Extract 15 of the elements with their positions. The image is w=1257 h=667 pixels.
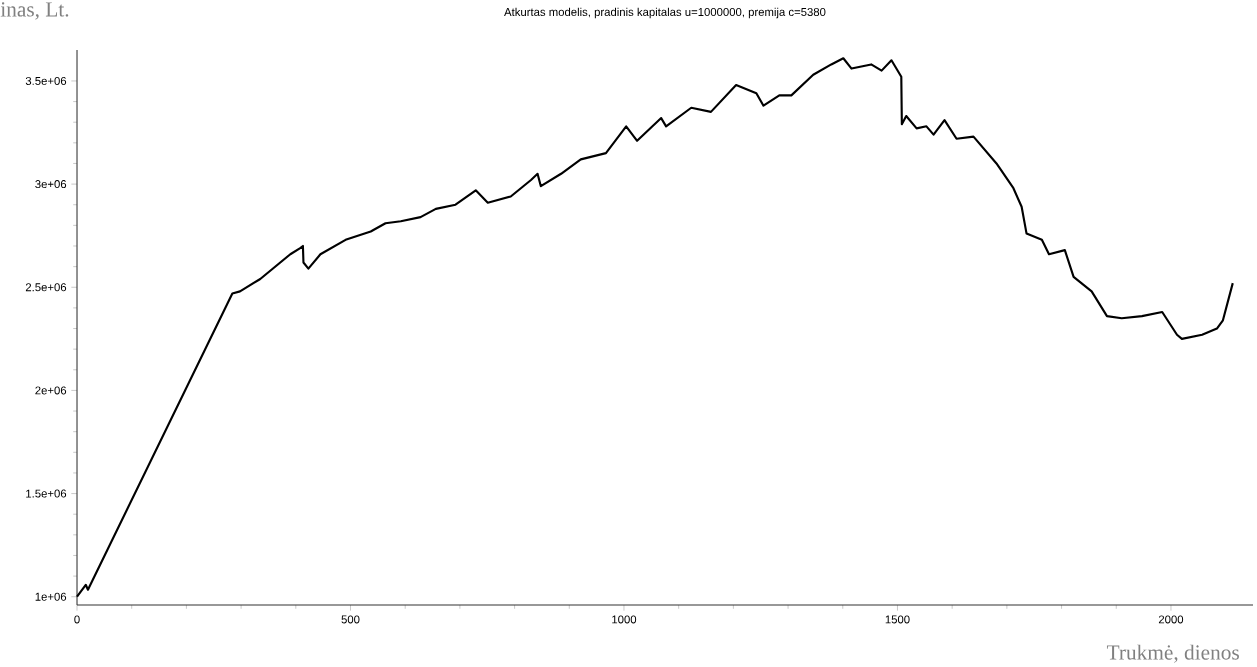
line-series (75, 57, 1234, 598)
x-tick-label: 500 (341, 615, 360, 624)
x-tick-label: 2000 (1158, 615, 1184, 624)
x-tick-label: 0 (74, 615, 80, 624)
y-tick-label: 2.5e+06 (25, 283, 67, 292)
y-tick-label: 1e+06 (35, 592, 67, 601)
y-axis-title: inas, Lt. (0, 2, 69, 20)
x-tick-label: 1000 (612, 615, 637, 624)
y-tick-label: 2e+06 (35, 386, 67, 395)
x-axis-title: Trukmė, dienos (1106, 644, 1239, 663)
chart-title: Atkurtas modelis, pradinis kapitalas u=1000000, premija c=5380 (504, 7, 826, 19)
x-tick-label: 1500 (885, 615, 910, 624)
y-tick-label: 3e+06 (35, 180, 67, 189)
y-tick-label: 3.5e+06 (25, 76, 67, 85)
y-tick-label: 1.5e+06 (26, 489, 67, 498)
